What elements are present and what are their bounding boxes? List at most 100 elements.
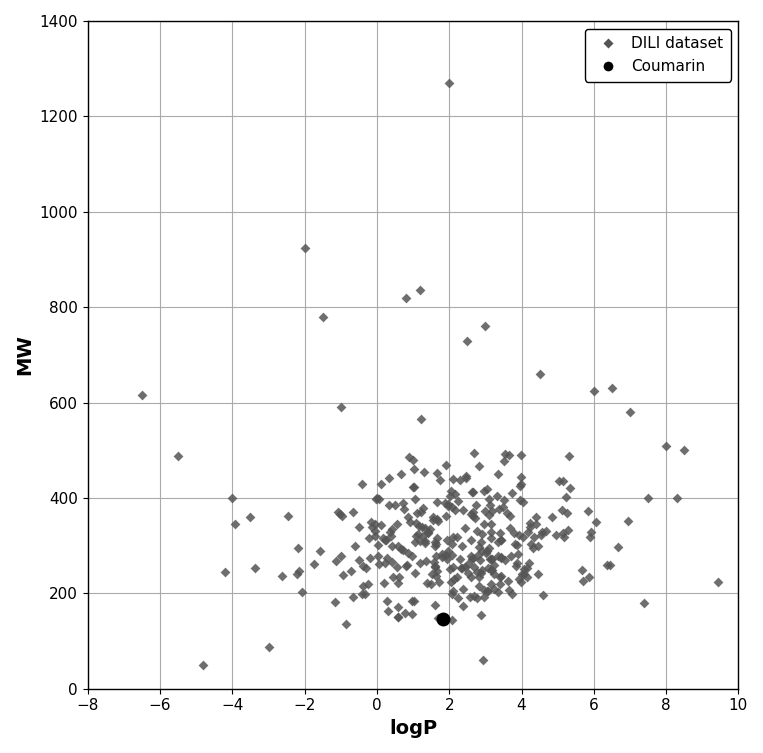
Point [456,504,468,516]
Point [476,544,488,556]
Point [476,529,488,541]
Point [372,550,384,562]
Point [441,535,453,547]
Point [333,508,346,520]
Point [434,474,446,486]
Point [443,544,455,556]
Point [514,480,526,492]
Point [465,508,478,520]
Point [429,561,441,573]
Point [452,495,465,507]
Point [360,562,372,575]
Point [375,520,387,532]
Point [494,527,507,539]
Point [514,494,526,506]
Point [446,614,458,626]
Point [485,553,497,565]
Point [524,517,536,529]
Point [446,473,459,485]
Point [395,468,407,480]
Point [506,588,518,600]
Point [482,542,494,554]
Point [604,559,616,572]
Point [473,460,485,472]
Point [383,472,395,484]
Point [638,597,650,609]
Point [400,560,412,572]
Point [481,483,493,495]
Point [481,585,493,597]
Point [590,516,602,528]
Point [356,560,369,572]
Point [472,580,485,592]
Point [465,534,478,546]
Point [513,573,525,585]
Point [525,538,537,550]
Point [530,518,542,530]
Point [330,555,342,567]
Point [353,554,365,566]
Point [381,552,393,564]
Point [391,541,404,553]
Point [446,576,458,588]
Point [391,518,404,530]
Point [418,465,430,477]
Point [528,531,540,543]
Point [393,572,405,584]
Point [520,571,533,583]
Point [369,525,382,537]
Point [510,538,523,550]
Point [407,454,419,466]
Point [446,588,458,600]
Point [440,550,452,562]
Point [583,571,595,583]
Point [377,532,389,544]
Point [473,572,485,584]
Point [356,588,369,600]
Point [498,455,510,467]
Point [465,550,477,562]
Point [394,543,407,555]
Point [370,493,382,505]
Point [307,558,320,570]
Point [478,584,491,596]
Legend: DILI dataset, Coumarin: DILI dataset, Coumarin [585,29,731,81]
Point [426,568,438,580]
Point [335,401,347,413]
Point [492,468,504,480]
Point [430,570,443,582]
Point [409,536,421,548]
Point [414,285,427,297]
Point [482,562,494,574]
Point [353,520,365,532]
Point [560,491,572,503]
Point [481,545,493,557]
Point [404,452,416,464]
Point [424,523,436,535]
Point [484,553,496,565]
Point [476,564,488,576]
Point [446,538,458,550]
Point [555,504,568,516]
Point [414,556,427,569]
Point [577,575,589,587]
Point [449,488,462,500]
Point [606,383,618,395]
Point [462,567,475,579]
Point [505,550,517,562]
Point [408,463,420,475]
Point [392,611,404,623]
Point [244,511,256,523]
Point [497,494,510,506]
Point [447,531,459,543]
Point [292,542,304,554]
Point [536,589,549,601]
Point [536,526,548,538]
Point [494,578,506,590]
Point [422,526,434,538]
Point [612,541,624,553]
Point [382,605,394,617]
Point [515,449,527,461]
Point [362,578,374,590]
Point [389,498,401,511]
